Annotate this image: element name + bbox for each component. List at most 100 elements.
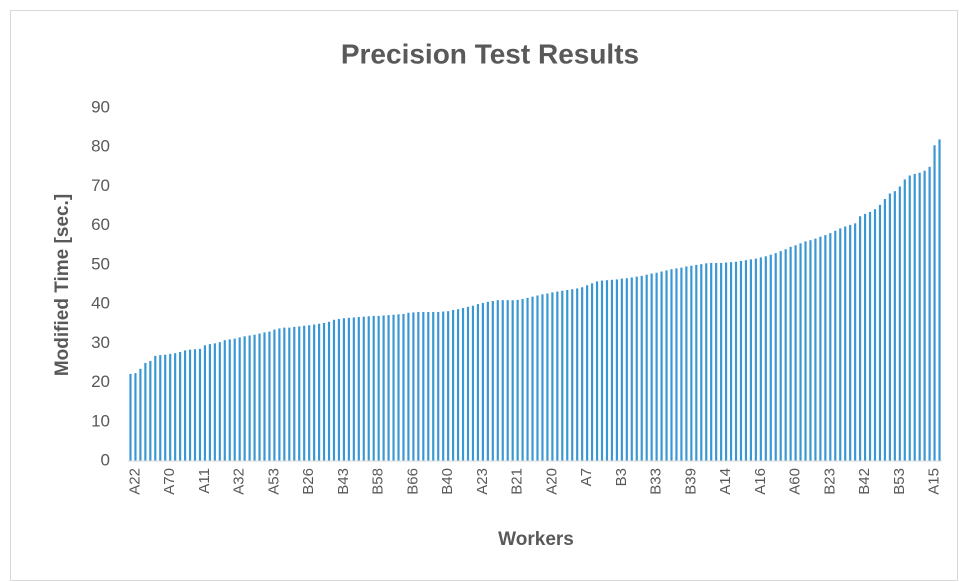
bar — [233, 338, 236, 461]
bar — [605, 280, 609, 461]
bar — [710, 262, 713, 461]
y-tick-label: 80 — [91, 137, 110, 156]
bar — [883, 198, 887, 462]
bar — [322, 322, 326, 461]
bar — [774, 253, 777, 461]
bar — [670, 269, 673, 461]
bar — [223, 340, 226, 461]
bar — [665, 270, 668, 461]
bar — [218, 342, 221, 461]
bar — [337, 319, 341, 461]
bar — [561, 290, 564, 461]
bar — [615, 279, 618, 461]
bar — [461, 308, 465, 461]
bar — [327, 321, 331, 461]
x-tick-label: A16 — [752, 468, 769, 495]
bar — [442, 311, 445, 461]
bar — [809, 240, 812, 461]
bar — [432, 311, 435, 461]
bar — [640, 275, 643, 461]
bar — [938, 139, 941, 461]
bar — [466, 306, 470, 461]
bar — [779, 251, 782, 461]
bar — [933, 145, 936, 461]
bar — [789, 246, 792, 461]
bar — [501, 300, 504, 461]
bar — [834, 230, 837, 461]
bar — [342, 318, 346, 461]
bar — [278, 328, 281, 461]
x-tick-label: B3 — [613, 468, 630, 486]
bar — [422, 311, 425, 461]
bar — [511, 300, 514, 461]
bar — [839, 228, 842, 461]
bar — [387, 315, 390, 461]
bar — [481, 302, 484, 461]
bar — [814, 238, 817, 461]
bar — [417, 311, 420, 461]
bar — [407, 312, 410, 461]
bar — [655, 272, 658, 461]
bar — [854, 223, 857, 461]
x-tick-label: B58 — [370, 468, 387, 495]
x-tick-label: B23 — [821, 468, 838, 495]
bar — [749, 259, 753, 461]
bar — [243, 336, 246, 461]
x-tick-label: A60 — [787, 468, 804, 495]
bar — [829, 233, 832, 461]
bar — [208, 344, 211, 461]
bar — [427, 311, 430, 461]
x-tick-label: B42 — [856, 468, 873, 495]
bar — [849, 224, 852, 461]
bar — [347, 317, 350, 461]
bar — [898, 186, 901, 461]
bar — [928, 166, 931, 462]
bar — [923, 170, 926, 461]
y-tick-label: 0 — [101, 450, 110, 469]
bar — [863, 213, 867, 461]
bar — [600, 280, 604, 461]
bar — [288, 327, 291, 461]
bar — [447, 311, 450, 461]
x-tick-label: B26 — [300, 468, 317, 495]
chart-title: Precision Test Results — [341, 38, 639, 69]
bar — [352, 317, 355, 461]
bar — [551, 292, 554, 461]
bar — [174, 353, 177, 461]
bar — [695, 264, 698, 461]
bar — [541, 294, 544, 461]
bar — [159, 355, 162, 461]
bar — [362, 316, 365, 461]
bar — [456, 309, 460, 461]
bar — [610, 279, 614, 461]
x-axis-title: Workers — [498, 529, 574, 550]
bar — [675, 268, 678, 461]
x-tick-label: A11 — [196, 468, 213, 494]
bar — [412, 312, 415, 461]
bar — [868, 211, 872, 461]
bar — [377, 315, 380, 461]
bar — [903, 179, 906, 461]
bar — [888, 193, 891, 461]
bar — [764, 256, 767, 461]
bar — [437, 311, 440, 461]
bar — [576, 288, 579, 461]
y-tick-label: 20 — [91, 372, 110, 391]
x-tick-label: A70 — [161, 468, 178, 495]
x-tick-label: A23 — [474, 468, 491, 495]
bar — [317, 323, 321, 461]
bar — [183, 350, 187, 461]
bar — [635, 276, 638, 461]
bar — [506, 300, 509, 461]
bar — [645, 274, 648, 461]
bar — [893, 191, 896, 461]
bar — [685, 266, 688, 461]
bar — [724, 262, 728, 461]
y-axis-title: Modified Time [sec.] — [52, 194, 73, 376]
bar — [258, 333, 261, 461]
bar — [198, 348, 202, 461]
bar — [149, 360, 152, 461]
bar — [397, 314, 400, 461]
bar — [134, 373, 137, 461]
